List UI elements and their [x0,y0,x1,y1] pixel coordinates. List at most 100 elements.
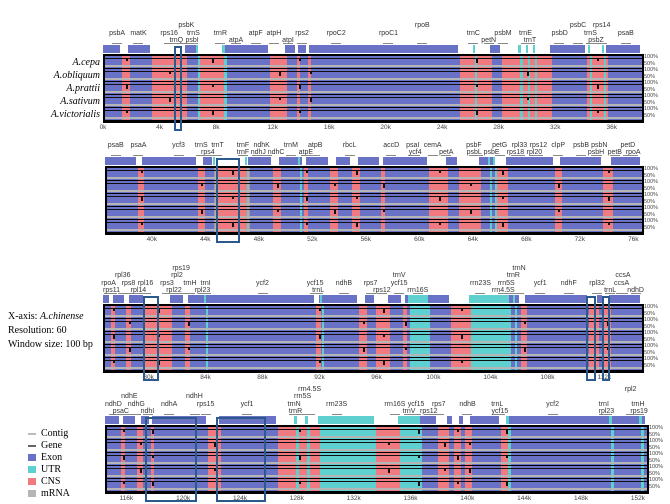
conservation-line [105,334,642,335]
axis-tick-label: 128k [289,495,304,502]
cns-region [330,194,339,206]
gene-label: atpH [266,29,282,37]
mrna-baseline [107,488,647,490]
conservation-row [107,194,642,206]
gene-arrow [468,43,479,44]
utr-region [296,466,299,478]
utr-region [534,108,537,120]
gene-label: ccsA [615,272,631,279]
annotation-gap [205,416,219,424]
gene-arrow [563,293,574,294]
utr-region [641,427,645,439]
legend-item: Exon [28,452,62,463]
pct-100-label: 100% [644,205,659,211]
utr-region [296,427,299,439]
conservation-dip [505,481,508,486]
conservation-row [107,453,647,465]
annotation-strip [105,416,645,424]
cns-region [110,332,115,344]
mrna-baseline [105,367,642,369]
gene-label: trnC [466,29,480,37]
cns-region [297,95,300,107]
cns-region [465,479,473,491]
contig-arrow-icon [28,432,36,435]
conservation-line [105,110,642,111]
utr-region [247,168,250,180]
gene-arrow [495,414,506,415]
cns-region [136,466,143,478]
gene-label: ndhG [127,400,145,408]
gene-label: ycf4 [408,149,422,156]
utr-region [534,69,537,81]
gene-label: ndhJ [250,149,266,156]
cns-region [603,332,611,344]
gene-arrow [184,293,195,294]
utr-region [197,108,200,120]
utr-region [307,453,311,465]
cns-region [315,306,322,318]
conservation-line [107,170,642,171]
utr-region [603,95,606,107]
axis-tick-label: 84k [200,374,211,381]
conservation-dip [382,360,385,365]
utr-region [224,69,227,81]
annotation-gap [451,416,459,424]
gene-arrow [189,414,200,415]
pct-100-label: 100% [644,54,659,60]
annotation-gap [463,416,471,424]
conservation-dip [305,222,308,225]
cns-region [121,82,130,94]
conservation-line [107,183,642,184]
conservation-dip [158,308,161,313]
conservation-dip [558,183,561,188]
xaxis-species: A.chinense [39,311,84,322]
gene-arrow [173,155,184,156]
cns-region [500,466,511,478]
conservation-dip [201,209,204,214]
utr-region [520,108,523,120]
gene-arrow [411,414,422,415]
annotation-gap [456,157,480,165]
conservation-dip [443,468,446,471]
axis-tick-label: 96k [371,374,382,381]
conservation-dip [128,347,131,352]
utr-region [197,56,200,68]
pct-100-label: 100% [649,438,664,444]
gene-arrow [601,414,612,415]
conservation-row [107,220,642,232]
conservation-dip [475,84,478,87]
cns-region [453,427,461,439]
annotation-utr [473,45,476,53]
gene-label: ycf3 [172,141,185,149]
mrna-baseline [107,203,642,205]
cns-region [330,207,339,219]
cns-region [137,181,145,193]
annotation-gap [301,157,306,165]
gene-label: psbL [466,149,482,156]
gene-label: ndhA [160,400,178,408]
pct-50-label: 50% [644,198,656,205]
cns-region [381,168,386,180]
annotation-gap [373,295,388,303]
annotation-gap [427,157,447,165]
utr-region [247,181,250,193]
axis-tick-label: 60k [414,236,425,243]
conservation-line [105,58,642,59]
gene-label: rpl23 [598,408,615,415]
annotation-utr [195,45,198,53]
cns-region [110,345,115,357]
pct-50-label: 50% [649,483,661,490]
gene-label: trnQ [169,37,184,44]
cns-region [137,220,145,232]
conservation-line [107,455,647,456]
conservation-dip [501,170,504,175]
gene-label: trnH [631,400,645,408]
annotation-utr [601,45,604,53]
pct-100-label: 100% [644,304,659,310]
gene-arrow [133,155,144,156]
gene-label: ycf15 [491,408,509,415]
cns-region [315,332,322,344]
gene-label: rpl2 [171,272,183,279]
gene-label: rps19 [630,408,648,415]
mrna-baseline [105,354,642,356]
